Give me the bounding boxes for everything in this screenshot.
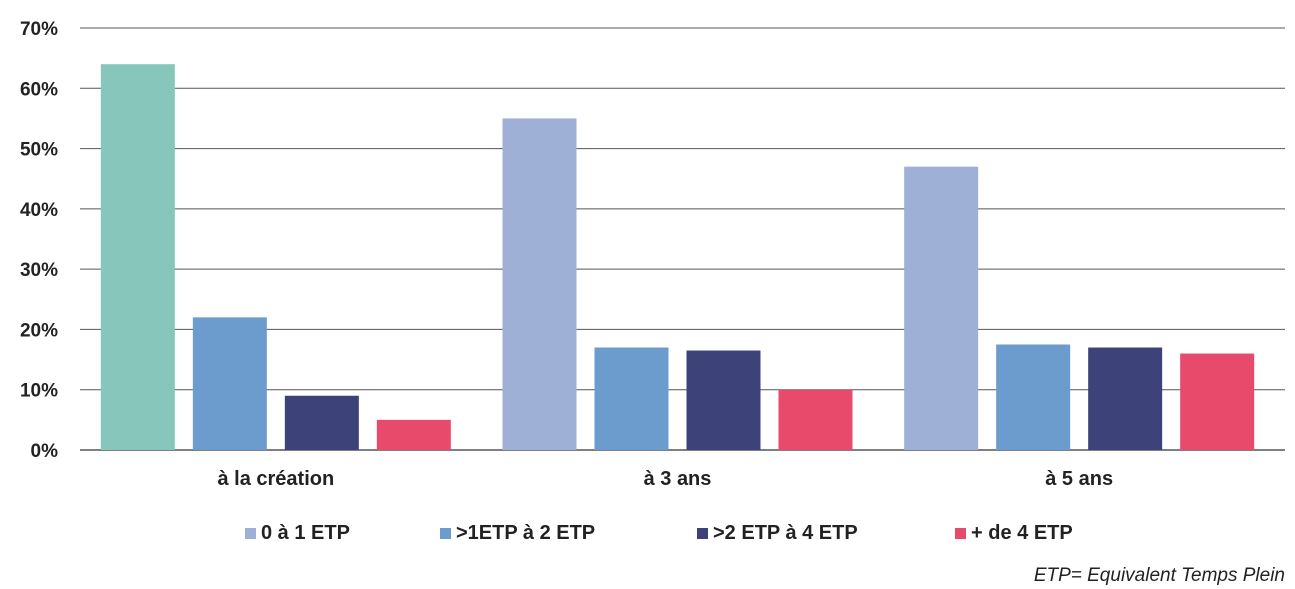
bar bbox=[192, 317, 267, 450]
legend-swatch bbox=[955, 528, 966, 539]
x-category-label: à 3 ans bbox=[644, 468, 712, 490]
bar bbox=[1180, 353, 1255, 450]
gridlines bbox=[80, 27, 1285, 451]
y-tick-label: 40% bbox=[20, 200, 58, 221]
legend-item: + de 4 ETP bbox=[955, 522, 1073, 545]
legend: 0 à 1 ETP >1ETP à 2 ETP >2 ETP à 4 ETP + de… bbox=[0, 522, 1295, 552]
legend-item: 0 à 1 ETP bbox=[245, 522, 350, 545]
x-category-label: à la création bbox=[217, 468, 334, 490]
legend-label: >2 ETP à 4 ETP bbox=[713, 522, 858, 544]
legend-swatch bbox=[245, 528, 256, 539]
y-tick-label: 0% bbox=[31, 441, 59, 462]
x-axis-categories: à la création à 3 ans à 5 ans bbox=[217, 468, 1113, 490]
bar bbox=[376, 419, 451, 450]
etp-note: ETP= Equivalent Temps Plein bbox=[1033, 565, 1285, 586]
bar bbox=[996, 344, 1071, 450]
legend-label: 0 à 1 ETP bbox=[261, 522, 350, 544]
y-tick-label: 20% bbox=[20, 320, 58, 341]
bars bbox=[100, 64, 1255, 451]
legend-swatch bbox=[697, 528, 708, 539]
bar bbox=[686, 350, 761, 450]
x-category-label: à 5 ans bbox=[1045, 468, 1113, 490]
legend-label: >1ETP à 2 ETP bbox=[456, 522, 596, 544]
bar bbox=[502, 118, 577, 450]
y-axis-ticks: 0% 10% 20% 30% 40% 50% 60% 70% bbox=[20, 19, 58, 462]
legend-item: >1ETP à 2 ETP bbox=[440, 522, 595, 545]
y-tick-label: 10% bbox=[20, 381, 58, 402]
legend-label: + de 4 ETP bbox=[971, 522, 1073, 544]
y-tick-label: 70% bbox=[20, 19, 58, 40]
bar bbox=[100, 64, 175, 451]
bar bbox=[594, 347, 669, 450]
bar bbox=[284, 395, 359, 450]
bar-chart: 0% 10% 20% 30% 40% 50% 60% 70% à la création à 3… bbox=[20, 19, 1285, 490]
bar bbox=[904, 166, 979, 450]
y-tick-label: 60% bbox=[20, 79, 58, 100]
y-tick-label: 50% bbox=[20, 140, 58, 161]
legend-item: >2 ETP à 4 ETP bbox=[697, 522, 858, 545]
bar bbox=[1088, 347, 1163, 450]
legend-swatch bbox=[440, 528, 451, 539]
bar bbox=[778, 389, 853, 450]
y-tick-label: 30% bbox=[20, 260, 58, 281]
